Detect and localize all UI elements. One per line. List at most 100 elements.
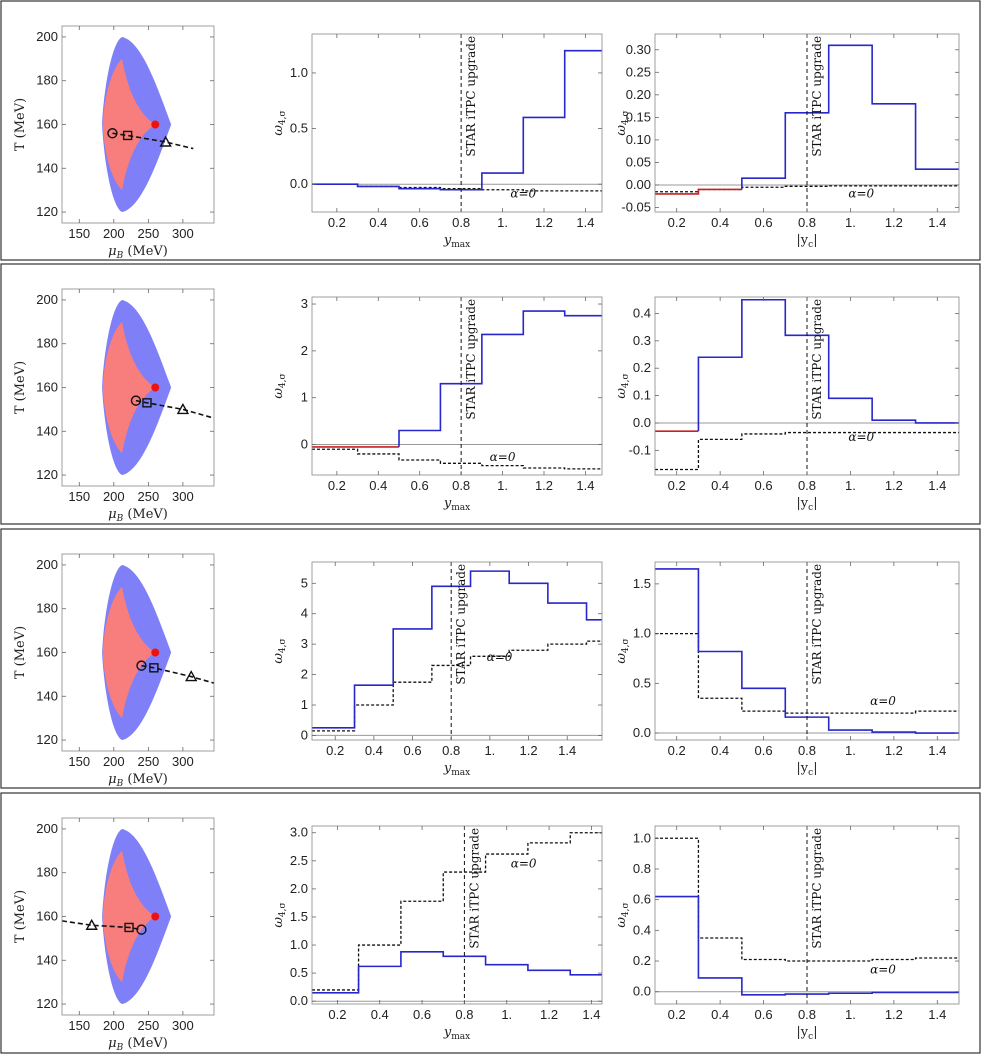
phase-ytick-label: 200 [36, 292, 58, 307]
ymax-alpha0-series [312, 832, 602, 991]
yc-plot-area [655, 562, 959, 740]
ymax-alpha-label: α=0 [490, 450, 516, 464]
yc-xtick-label: 1. [845, 1007, 856, 1022]
phase-ytick-label: 200 [36, 557, 58, 572]
critical-region [102, 586, 156, 719]
yc-xtick-label: 1.2 [885, 1007, 903, 1022]
phase-xtick-label: 250 [138, 489, 160, 504]
yc-ytick-label: 0.1 [633, 388, 651, 403]
yc-xtick-label: 0.6 [755, 1007, 773, 1022]
ymax-xtick-label: 0.4 [365, 743, 383, 758]
ymax-main-series [312, 570, 602, 729]
critical-point [151, 120, 160, 129]
ymax-xtick-label: 1. [484, 743, 495, 758]
yc-main-series [741, 44, 959, 190]
ymax-itpc-annotation: STAR iTPC upgrade [464, 36, 478, 157]
phase-ytick-label: 140 [36, 423, 58, 438]
yc-ylabel: ω4,σ [614, 638, 631, 663]
yc-xtick-label: 1. [845, 743, 856, 758]
ymax-ytick-label: 0.0 [290, 176, 308, 191]
phase-ytick-label: 140 [36, 160, 58, 175]
ymax-itpc-annotation: STAR iTPC upgrade [464, 299, 478, 420]
ymax-plot-area [312, 297, 602, 475]
ymax-xtick-label: 1.2 [540, 1007, 558, 1022]
phase-ytick-label: 200 [36, 29, 58, 44]
triangle-marker [159, 135, 172, 147]
row-frame [0, 263, 981, 525]
yc-ylabel: ω4,σ [614, 373, 631, 398]
yc-xtick-label: 0.4 [711, 215, 729, 230]
yc-xtick-label: 0.6 [755, 215, 773, 230]
yc-ytick-label: 0.0 [633, 984, 651, 999]
yc-ytick-label: 0.2 [633, 360, 651, 375]
ymax-ytick-label: 1 [301, 390, 308, 405]
circle-marker [136, 924, 147, 935]
ymax-ytick-label: 1.0 [290, 937, 308, 952]
yc-xtick-label: 0.2 [668, 478, 686, 493]
yc-ytick-label: 1.5 [633, 576, 651, 591]
ymax-ytick-label: 2.0 [290, 881, 308, 896]
square-marker [122, 130, 133, 141]
ymax-xtick-label: 0.8 [455, 1007, 473, 1022]
row-frame [0, 528, 981, 789]
yc-ytick-label: -0.1 [629, 442, 651, 457]
yc-xtick-label: 0.6 [755, 478, 773, 493]
phase-xtick-label: 250 [138, 226, 160, 241]
phase-ylabel: T (MeV) [13, 626, 28, 679]
ymax-xlabel: ymax [443, 761, 470, 778]
critical-point [151, 648, 160, 657]
yc-main-series [697, 298, 959, 432]
phase-xtick-label: 300 [172, 226, 194, 241]
yc-alpha-label: α=0 [848, 187, 874, 201]
yc-ytick-label: 1.0 [633, 626, 651, 641]
triangle-marker [185, 670, 198, 682]
yc-xlabel: |yc| [796, 1025, 817, 1042]
yc-alpha-label: α=0 [870, 962, 896, 976]
phase-xlabel: μB (MeV) [108, 1036, 168, 1053]
ymax-xtick-label: 1. [497, 478, 508, 493]
ymax-xtick-label: 1.4 [576, 478, 594, 493]
phase-xtick-label: 250 [138, 1018, 160, 1033]
ymax-xtick-label: 1. [497, 215, 508, 230]
ymax-ytick-label: 2 [301, 667, 308, 682]
yc-xtick-label: 1.4 [928, 743, 946, 758]
phase-ylabel: T (MeV) [13, 98, 28, 151]
yc-ytick-label: 0.0 [633, 725, 651, 740]
yc-xtick-label: 0.4 [711, 743, 729, 758]
phase-ytick-label: 120 [36, 204, 58, 219]
phase-ytick-label: 120 [36, 467, 58, 482]
phase-xtick-label: 300 [172, 489, 194, 504]
ymax-xtick-label: 1.4 [582, 1007, 600, 1022]
ymax-ytick-label: 3 [301, 636, 308, 651]
phase-ytick-label: 180 [36, 601, 58, 616]
ymax-xtick-label: 0.8 [452, 478, 470, 493]
ymax-xtick-label: 0.4 [369, 478, 387, 493]
ymax-alpha-label: α=0 [487, 650, 513, 664]
yc-ytick-label: 0.4 [633, 922, 651, 937]
yc-xlabel: |yc| [796, 761, 817, 778]
phase-ytick-label: 180 [36, 865, 58, 880]
ymax-xtick-label: 0.2 [328, 478, 346, 493]
yc-plot-area [655, 297, 959, 475]
ymax-plot-area [312, 562, 602, 740]
yc-xtick-label: 0.6 [755, 743, 773, 758]
ymax-xtick-label: 0.8 [452, 215, 470, 230]
critical-point [151, 912, 160, 921]
ymax-xtick-label: 1.2 [519, 743, 537, 758]
yc-xtick-label: 0.8 [798, 478, 816, 493]
phase-plot-area [102, 564, 214, 741]
ymax-ylabel: ω4,σ [271, 373, 288, 398]
yc-xtick-label: 1. [845, 215, 856, 230]
phase-ylabel: T (MeV) [13, 890, 28, 943]
yc-alpha-label: α=0 [870, 694, 896, 708]
phase-xlabel: μB (MeV) [108, 507, 168, 524]
ymax-xtick-label: 0.6 [403, 743, 421, 758]
yc-xlabel: |yc| [796, 233, 817, 250]
ymax-ylabel: ω4,σ [271, 638, 288, 663]
ymax-itpc-annotation: STAR iTPC upgrade [454, 564, 468, 685]
phase-ytick-label: 160 [36, 909, 58, 924]
phase-xtick-label: 200 [103, 1018, 125, 1033]
phase-xtick-label: 150 [68, 489, 90, 504]
